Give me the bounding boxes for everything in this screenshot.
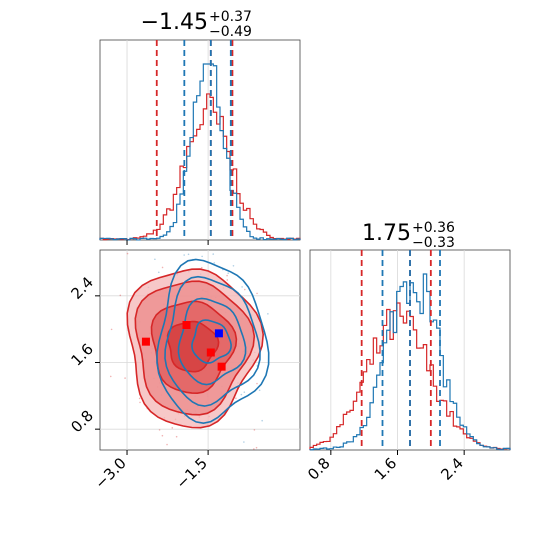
scatter-point-series-b [110, 328, 113, 331]
scatter-point-series-a [240, 393, 243, 396]
contour-series-a [164, 275, 261, 407]
scatter-point-series-b [256, 292, 258, 295]
scatter-point-series-b [161, 266, 164, 269]
scatter-point-series-a [261, 419, 263, 422]
y-tick-label-param-1: 1.6 [67, 340, 97, 370]
scatter-point-series-b [119, 294, 122, 297]
title-param-0: −1.45 +0.37 −0.49 [141, 9, 252, 40]
scatter-panel-tick-marks [95, 295, 209, 455]
histogram-param-1-grid [330, 250, 465, 450]
histogram-param-1-quantile-lines [360, 250, 441, 450]
scatter-point-series-b [226, 279, 229, 281]
scatter-point-series-a [154, 258, 156, 261]
scatter-markers [141, 321, 226, 371]
scatter-point-series-b [200, 266, 203, 269]
x-tick-label-param-1: 2.4 [437, 454, 467, 484]
scatter-point-series-a [243, 441, 245, 443]
histogram-panel-param-1 [309, 249, 511, 455]
scatter-point-series-a [241, 286, 243, 288]
x-tick-label-param-1: 1.6 [371, 454, 401, 484]
title-param-1-minus: −0.33 [412, 235, 455, 251]
marker-series-a [214, 329, 223, 338]
title-param-0-plus: +0.37 [209, 9, 252, 25]
scatter-point-series-a [227, 272, 230, 275]
scatter-point-series-b [171, 427, 174, 429]
title-param-1: 1.75 +0.36 −0.33 [362, 220, 455, 251]
scatter-point-series-b [226, 274, 228, 277]
scatter-point-series-a [212, 253, 215, 255]
scatter-point-series-b [255, 446, 258, 449]
scatter-point-series-b [126, 252, 129, 255]
histogram-param-0-quantile-lines [155, 40, 234, 240]
scatter-point-series-b [175, 435, 178, 438]
histogram-step-series-a [99, 63, 301, 241]
x-tick-label-param-0: −1.5 [172, 454, 210, 492]
title-param-1-plus: +0.36 [412, 220, 455, 236]
contour-series-a [191, 319, 232, 364]
scatter-point-series-b [253, 429, 256, 431]
scatter-point-series-a [243, 391, 246, 393]
scatter-point-series-b [166, 443, 168, 446]
scatter-point-series-b [139, 401, 141, 404]
scatter-point-series-b [124, 377, 126, 379]
scatter-contours [126, 258, 270, 429]
title-param-0-minus: −0.49 [209, 24, 252, 40]
scatter-point-series-a [187, 253, 190, 256]
scatter-point-series-b [256, 382, 258, 385]
title-param-0-value: −1.45 [141, 10, 208, 35]
scatter-point-series-b [161, 434, 164, 437]
title-param-1-value: 1.75 [362, 221, 411, 246]
histogram-param-0-grid [126, 40, 209, 240]
x-tick-label-param-0: −3.0 [91, 454, 129, 492]
marker-series-b [206, 348, 215, 357]
scatter-contour-panel [95, 249, 301, 455]
histogram-param-1-tick-marks [330, 450, 465, 455]
marker-series-b [217, 362, 226, 371]
scatter-point-series-b [109, 375, 112, 378]
histogram-param-0-tick-marks [126, 240, 209, 245]
scatter-point-series-a [213, 262, 216, 264]
scatter-point-series-b [253, 448, 255, 450]
scatter-point-series-b [158, 429, 161, 431]
histogram-panel-param-0 [99, 39, 301, 245]
scatter-point-series-a [201, 255, 203, 258]
y-tick-label-param-1: 0.8 [67, 407, 97, 437]
marker-series-b [182, 321, 191, 329]
marker-series-b [141, 337, 150, 346]
scatter-point-series-a [183, 254, 185, 256]
scatter-point-series-b [138, 397, 141, 400]
histogram-param-0-steps [99, 63, 301, 241]
y-tick-label-param-1: 2.4 [67, 273, 97, 303]
scatter-point-series-a [258, 389, 261, 392]
x-tick-label-param-1: 0.8 [304, 454, 334, 484]
scatter-point-series-a [157, 271, 160, 274]
scatter-point-series-a [232, 264, 235, 267]
contour-series-a [156, 258, 270, 425]
scatter-point-series-b [235, 397, 237, 399]
histogram-param-0-frame [99, 39, 301, 241]
scatter-point-series-b [243, 288, 246, 291]
contour-series-a [177, 297, 247, 386]
scatter-point-series-a [267, 313, 269, 315]
